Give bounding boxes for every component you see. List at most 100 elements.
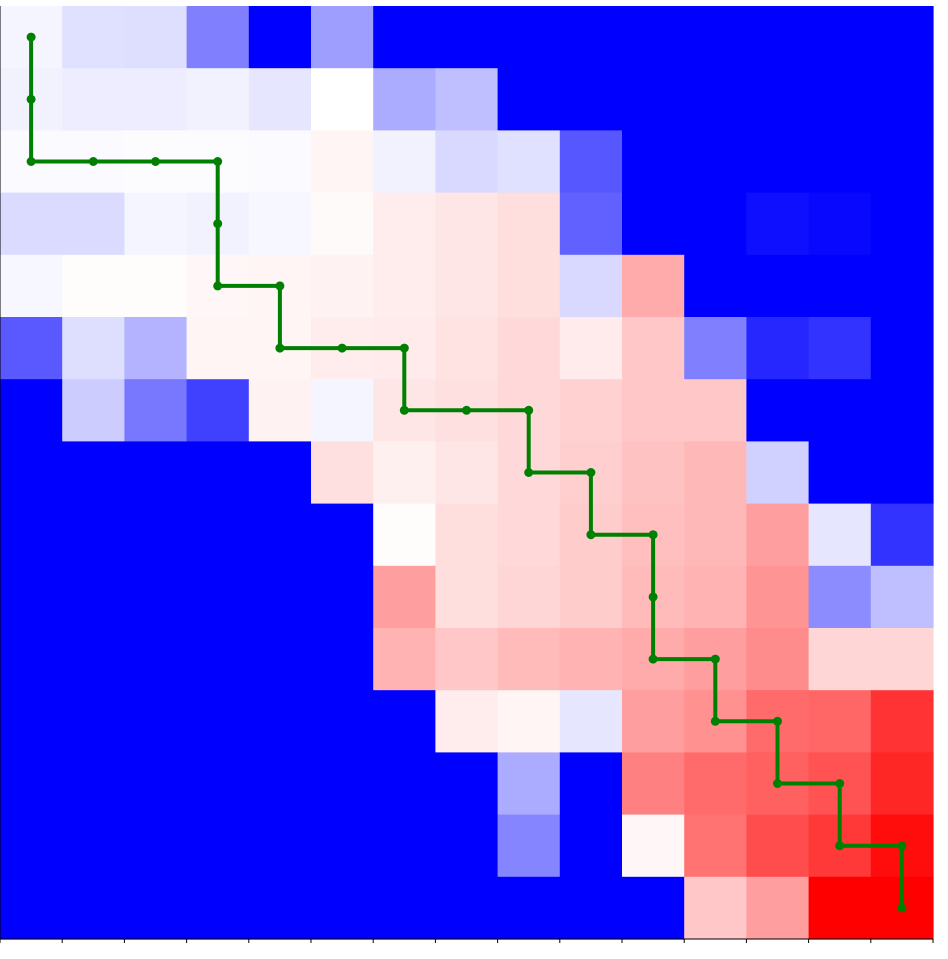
path-point-1 — [26, 94, 36, 104]
heatmap-cell-r2-c7 — [435, 130, 499, 194]
heatmap-cell-r8-c6 — [373, 503, 436, 567]
heatmap-cell-r13-c9 — [559, 814, 623, 878]
heatmap-cell-r14-c12 — [746, 876, 810, 940]
heatmap-cell-r2-c13 — [808, 130, 872, 194]
path-point-27 — [897, 841, 907, 851]
heatmap-cell-r3-c14 — [870, 192, 934, 256]
heatmap-cell-r14-c2 — [124, 876, 188, 940]
path-point-28 — [897, 903, 907, 913]
heatmap-cell-r6-c3 — [186, 379, 250, 442]
heatmap-cell-r14-c8 — [497, 876, 561, 940]
heatmap-cell-r3-c4 — [248, 192, 312, 256]
heatmap-cell-r11-c10 — [622, 690, 685, 753]
heatmap-cell-r6-c11 — [684, 379, 747, 442]
heatmap-cell-r7-c6 — [373, 441, 436, 505]
heatmap-cell-r7-c4 — [248, 441, 312, 505]
heatmap-cell-r2-c5 — [311, 130, 374, 194]
heatmap-cell-r9-c8 — [497, 565, 561, 629]
heatmap-cell-r3-c6 — [373, 192, 436, 256]
heatmap-cell-r8-c2 — [124, 503, 188, 567]
heatmap-cell-r1-c2 — [124, 68, 188, 131]
heatmap-cell-r7-c12 — [746, 441, 810, 505]
path-point-0 — [26, 32, 36, 42]
heatmap-cell-r11-c7 — [435, 690, 499, 753]
heatmap-cell-r7-c13 — [808, 441, 872, 505]
heatmap-cell-r10-c2 — [124, 628, 188, 691]
path-point-17 — [586, 530, 596, 540]
heatmap-cell-r1-c14 — [870, 68, 934, 131]
heatmap-cell-r12-c7 — [435, 752, 499, 816]
path-point-4 — [151, 157, 160, 166]
heatmap-cell-r8-c0 — [0, 503, 63, 567]
heatmap-cell-r11-c3 — [186, 690, 250, 753]
path-point-8 — [275, 281, 285, 291]
heatmap-cell-r10-c3 — [186, 628, 250, 691]
heatmap-cell-r5-c2 — [124, 317, 188, 380]
heatmap-cell-r10-c0 — [0, 628, 63, 691]
path-point-10 — [337, 343, 347, 353]
heatmap-cell-r3-c7 — [435, 192, 499, 256]
heatmap-cell-r3-c0 — [0, 192, 63, 256]
heatmap-cell-r7-c5 — [311, 441, 374, 505]
heatmap-cell-r9-c1 — [62, 565, 125, 629]
heatmap-cell-r10-c14 — [870, 628, 934, 691]
heatmap-cell-r14-c11 — [684, 876, 747, 940]
heatmap-cell-r0-c6 — [373, 6, 436, 69]
heatmap-cell-r6-c2 — [124, 379, 188, 442]
heatmap-cell-r1-c3 — [186, 68, 250, 131]
heatmap-cell-r8-c3 — [186, 503, 250, 567]
heatmap-cell-r12-c11 — [684, 752, 747, 816]
path-point-16 — [586, 468, 596, 477]
heatmap-cell-r0-c8 — [497, 6, 561, 69]
heatmap-cell-r7-c7 — [435, 441, 499, 505]
heatmap-cell-r5-c14 — [870, 317, 934, 380]
heatmap-cell-r0-c11 — [684, 6, 747, 69]
heatmap-cell-r5-c7 — [435, 317, 499, 380]
heatmap-cell-r5-c0 — [0, 317, 63, 380]
heatmap-cell-r10-c5 — [311, 628, 374, 691]
path-point-13 — [462, 405, 471, 415]
heatmap-cell-r7-c14 — [870, 441, 934, 505]
path-point-2 — [26, 157, 36, 166]
heatmap-cell-r4-c1 — [62, 254, 125, 318]
heatmap-cell-r3-c1 — [62, 192, 125, 256]
heatmap-cell-r0-c10 — [622, 6, 685, 69]
path-point-7 — [213, 281, 223, 291]
heatmap-cell-r9-c7 — [435, 565, 499, 629]
heatmap-cell-r0-c7 — [435, 6, 499, 69]
heatmap-cell-r0-c14 — [870, 6, 934, 69]
heatmap-cell-r13-c1 — [62, 814, 125, 878]
heatmap-cell-r3-c2 — [124, 192, 188, 256]
heatmap-cell-r14-c4 — [248, 876, 312, 940]
heatmap-cell-r12-c3 — [186, 752, 250, 816]
heatmap-cell-r7-c2 — [124, 441, 188, 505]
heatmap-cell-r3-c9 — [559, 192, 623, 256]
heatmap-cell-r10-c6 — [373, 628, 436, 691]
heatmap-cell-r9-c13 — [808, 565, 872, 629]
heatmap-cell-r8-c1 — [62, 503, 125, 567]
heatmap-cell-r12-c9 — [559, 752, 623, 816]
heatmap-cell-r3-c11 — [684, 192, 747, 256]
heatmap-cell-r11-c6 — [373, 690, 436, 753]
heatmap-cell-r11-c5 — [311, 690, 374, 753]
heatmap-cell-r9-c6 — [373, 565, 436, 629]
heatmap-cell-r13-c2 — [124, 814, 188, 878]
heatmap-cell-r5-c11 — [684, 317, 747, 380]
heatmap-cell-r13-c7 — [435, 814, 499, 878]
heatmap-cell-r4-c11 — [684, 254, 747, 318]
path-point-22 — [710, 716, 720, 726]
heatmap-cell-r14-c7 — [435, 876, 499, 940]
heatmap-cell-r14-c1 — [62, 876, 125, 940]
heatmap-cell-r9-c5 — [311, 565, 374, 629]
heatmap-cell-r1-c10 — [622, 68, 685, 131]
path-point-3 — [88, 157, 98, 166]
heatmap-cell-r11-c1 — [62, 690, 125, 753]
heatmap-cell-r2-c6 — [373, 130, 436, 194]
path-point-24 — [773, 779, 782, 788]
heatmap-cell-r9-c14 — [870, 565, 934, 629]
heatmap-cell-r4-c2 — [124, 254, 188, 318]
heatmap-cell-r2-c10 — [622, 130, 685, 194]
heatmap-cell-r6-c13 — [808, 379, 872, 442]
heatmap-cell-r8-c13 — [808, 503, 872, 567]
